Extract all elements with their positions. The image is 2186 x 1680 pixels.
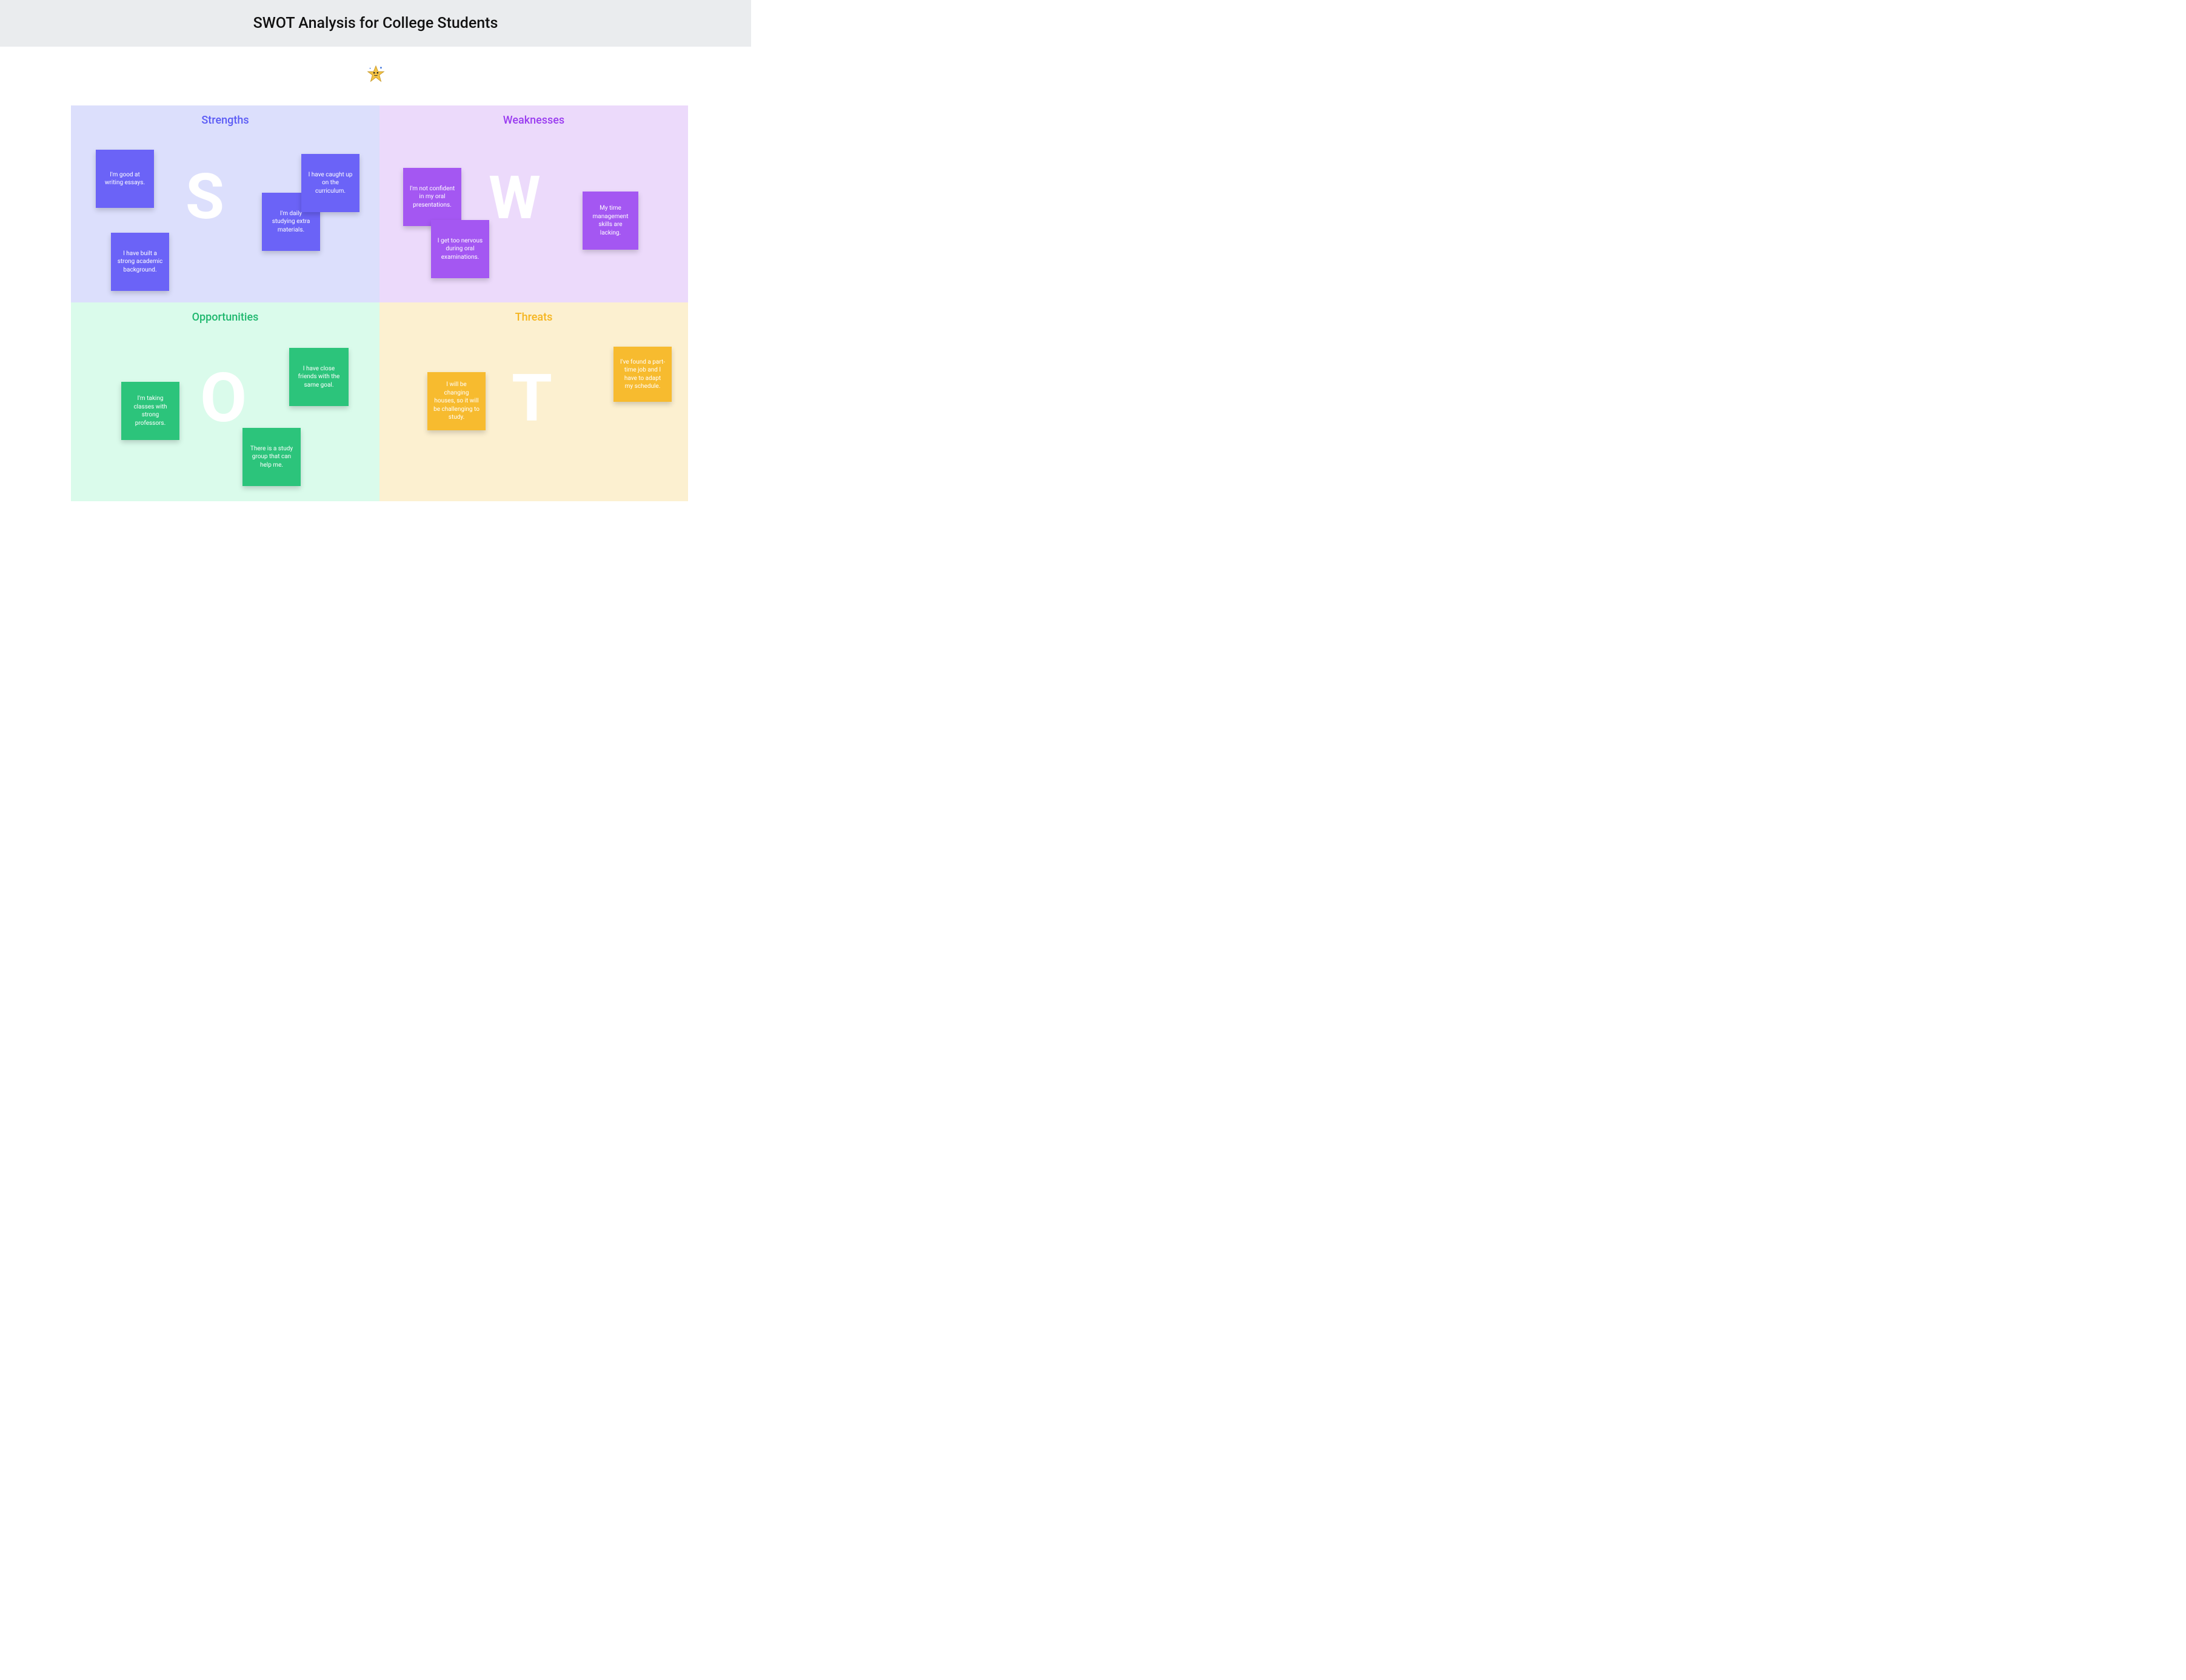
star-icon	[367, 65, 385, 83]
note-threats-0[interactable]: I will be changing houses, so it will be…	[427, 372, 486, 430]
quadrant-title-weaknesses: Weaknesses	[379, 114, 688, 127]
swot-grid: StrengthsWeaknesses OpportunitiesThreats	[71, 105, 688, 501]
note-strengths-1[interactable]: I have built a strong academic backgroun…	[111, 233, 169, 291]
header-icon-area	[0, 47, 751, 101]
note-weaknesses-1[interactable]: I get too nervous during oral examinatio…	[431, 220, 489, 278]
quadrant-title-threats: Threats	[379, 311, 688, 324]
note-strengths-0[interactable]: I'm good at writing essays.	[96, 150, 154, 208]
note-threats-1[interactable]: I've found a part-time job and I have to…	[613, 347, 672, 402]
note-weaknesses-0[interactable]: I'm not confident in my oral presentatio…	[403, 168, 461, 226]
page-title: SWOT Analysis for College Students	[253, 15, 498, 32]
note-opportunities-2[interactable]: I have close friends with the same goal.	[289, 348, 349, 406]
quadrant-title-strengths: Strengths	[71, 114, 379, 127]
note-opportunities-0[interactable]: I'm taking classes with strong professor…	[121, 382, 179, 440]
quadrant-threats: Threats	[379, 302, 688, 501]
page-header: SWOT Analysis for College Students	[0, 0, 751, 47]
note-strengths-3[interactable]: I have caught up on the curriculum.	[301, 154, 359, 212]
note-weaknesses-2[interactable]: My time management skills are lacking.	[583, 192, 638, 250]
note-opportunities-1[interactable]: There is a study group that can help me.	[242, 428, 301, 486]
quadrant-title-opportunities: Opportunities	[71, 311, 379, 324]
